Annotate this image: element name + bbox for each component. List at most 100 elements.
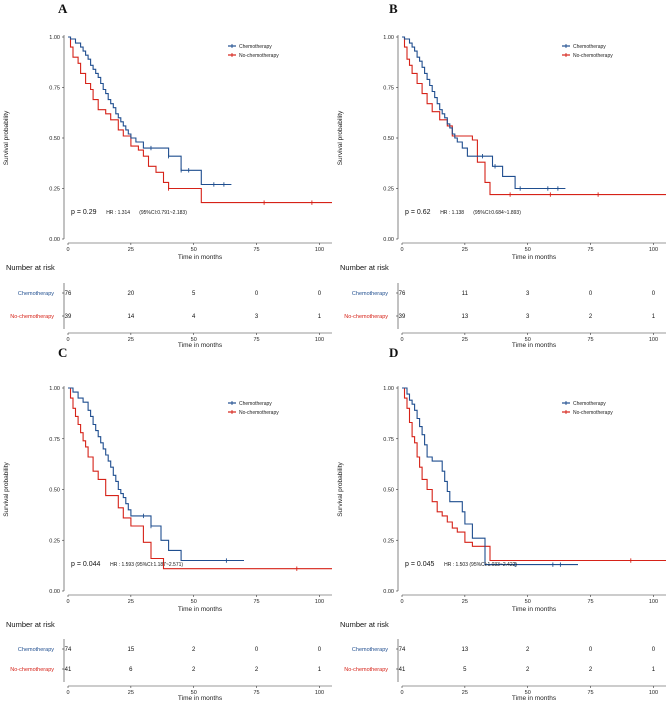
y-tick-label: 1.00: [49, 35, 60, 41]
risk-table-title: Number at risk: [340, 620, 389, 629]
panel-letter: D: [389, 345, 398, 360]
risk-count: 20: [128, 291, 135, 297]
risk-x-axis-title: Time in months: [512, 342, 557, 349]
y-tick-label: 0.75: [49, 437, 60, 443]
y-axis-title: Survival probability: [337, 110, 344, 165]
y-tick-label: 0.50: [49, 136, 60, 142]
risk-count: 0: [652, 647, 656, 653]
x-tick-label: 0: [66, 247, 69, 253]
risk-count: 13: [462, 314, 469, 320]
risk-row-label: Chemotherapy: [18, 647, 54, 653]
risk-x-tick-label: 0: [400, 337, 403, 343]
risk-count: 13: [462, 647, 469, 653]
risk-row-label: No-chemotherapy: [10, 314, 54, 320]
x-tick-label: 50: [525, 247, 531, 253]
hazard-ratio: HR : 1.314: [106, 210, 130, 216]
risk-x-tick-label: 50: [191, 337, 197, 343]
risk-count: 2: [589, 314, 593, 320]
risk-x-tick-label: 25: [128, 337, 134, 343]
risk-count: 2: [255, 667, 259, 673]
x-tick-label: 0: [66, 599, 69, 605]
x-tick-label: 25: [462, 599, 468, 605]
x-axis-title: Time in months: [178, 254, 223, 261]
x-tick-label: 0: [400, 247, 403, 253]
risk-count: 2: [526, 647, 530, 653]
risk-count: 74: [65, 647, 72, 653]
y-tick-label: 0.50: [383, 136, 394, 142]
risk-x-tick-label: 75: [588, 690, 594, 696]
risk-count: 3: [526, 314, 530, 320]
risk-x-tick-label: 75: [588, 337, 594, 343]
risk-x-tick-label: 100: [649, 337, 658, 343]
no-chemotherapy-curve: [68, 387, 332, 570]
risk-count: 0: [652, 291, 656, 297]
y-tick-label: 0.75: [383, 437, 394, 443]
risk-x-tick-label: 50: [191, 690, 197, 696]
risk-count: 1: [652, 667, 656, 673]
y-tick-label: 0.00: [383, 589, 394, 595]
x-tick-label: 100: [315, 599, 324, 605]
risk-count: 0: [589, 291, 593, 297]
risk-row-label: Chemotherapy: [18, 291, 54, 297]
risk-count: 1: [652, 314, 656, 320]
risk-x-tick-label: 100: [649, 690, 658, 696]
risk-count: 76: [399, 291, 406, 297]
risk-row-label: No-chemotherapy: [10, 667, 54, 673]
hazard-ratio: HR : 1.593 (95%CI:1.187~2.571): [110, 562, 183, 568]
y-tick-label: 1.00: [383, 35, 394, 41]
chemotherapy-curve: [402, 387, 578, 566]
x-tick-label: 50: [525, 599, 531, 605]
x-tick-label: 75: [588, 247, 594, 253]
x-tick-label: 100: [649, 599, 658, 605]
risk-x-axis-title: Time in months: [178, 695, 223, 701]
no-chemotherapy-curve: [402, 387, 666, 562]
x-tick-label: 75: [588, 599, 594, 605]
risk-count: 3: [526, 291, 530, 297]
risk-count: 5: [192, 291, 196, 297]
legend-label: Chemotherapy: [573, 401, 606, 407]
risk-row-label: Chemotherapy: [352, 647, 388, 653]
x-tick-label: 50: [191, 247, 197, 253]
risk-count: 1: [318, 667, 322, 673]
risk-count: 0: [255, 291, 259, 297]
risk-x-tick-label: 0: [66, 337, 69, 343]
chemotherapy-curve: [68, 36, 232, 186]
hazard-ratio: HR : 1.503 (95%CI:1.033~2.422): [444, 562, 517, 568]
risk-count: 5: [463, 667, 467, 673]
y-tick-label: 0.75: [49, 86, 60, 92]
risk-count: 4: [192, 314, 196, 320]
risk-x-tick-label: 25: [462, 337, 468, 343]
legend-label: No-chemotherapy: [239, 53, 279, 59]
y-tick-label: 1.00: [383, 386, 394, 392]
x-tick-label: 75: [254, 247, 260, 253]
risk-x-tick-label: 25: [462, 690, 468, 696]
risk-count: 15: [128, 647, 135, 653]
y-tick-label: 0.50: [49, 488, 60, 494]
chemotherapy-curve: [68, 387, 244, 562]
risk-count: 6: [129, 667, 133, 673]
risk-count: 2: [526, 667, 530, 673]
risk-table-title: Number at risk: [6, 263, 55, 272]
risk-count: 41: [65, 667, 72, 673]
risk-x-tick-label: 25: [128, 690, 134, 696]
risk-count: 2: [589, 667, 593, 673]
panel-letter: C: [58, 345, 67, 360]
risk-x-axis-title: Time in months: [512, 695, 557, 701]
y-tick-label: 0.25: [383, 187, 394, 193]
risk-x-tick-label: 100: [315, 337, 324, 343]
x-tick-label: 50: [191, 599, 197, 605]
legend-label: No-chemotherapy: [573, 410, 613, 416]
no-chemotherapy-curve: [402, 36, 666, 196]
risk-table-title: Number at risk: [6, 620, 55, 629]
y-tick-label: 0.25: [49, 538, 60, 544]
risk-count: 76: [65, 291, 72, 297]
y-tick-label: 0.00: [49, 237, 60, 243]
risk-row-label: No-chemotherapy: [344, 314, 388, 320]
p-value: p = 0.045: [405, 561, 434, 568]
risk-count: 14: [128, 314, 135, 320]
risk-count: 2: [192, 667, 196, 673]
x-tick-label: 100: [649, 247, 658, 253]
legend-label: No-chemotherapy: [573, 53, 613, 59]
